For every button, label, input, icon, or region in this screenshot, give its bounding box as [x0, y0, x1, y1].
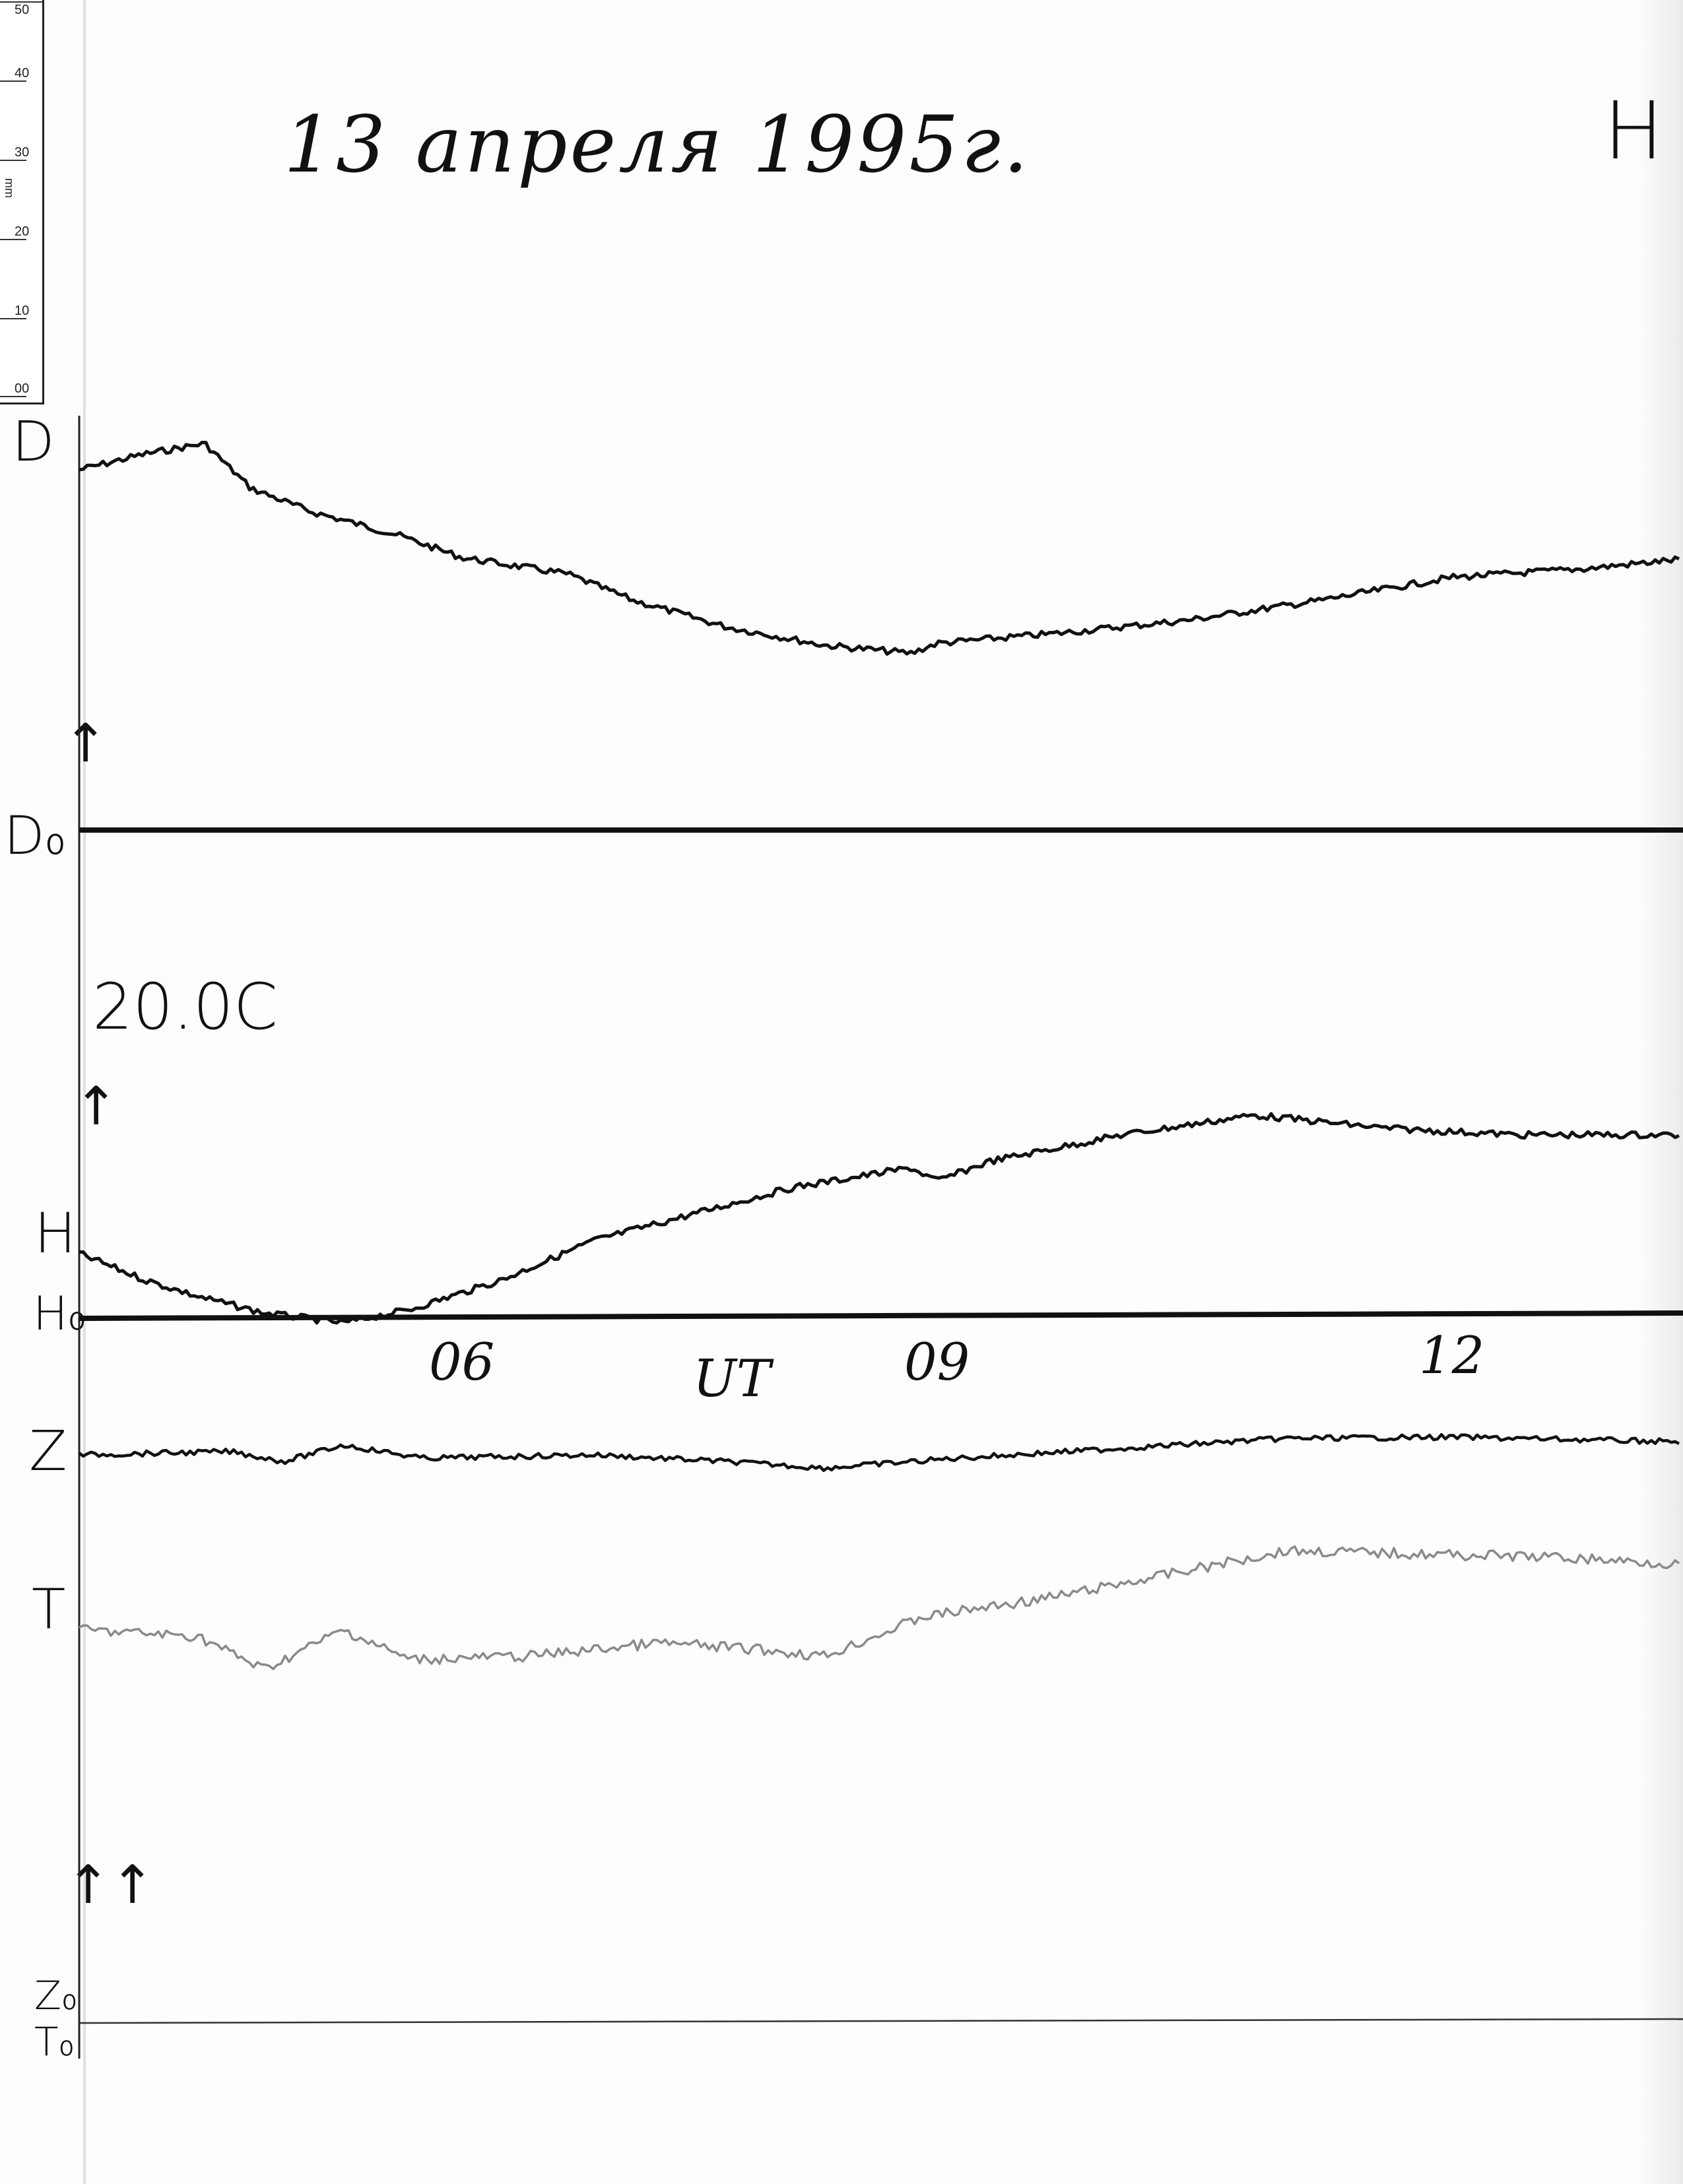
ruler-label-50: 50: [15, 3, 30, 17]
ruler-label-40: 40: [15, 66, 30, 80]
time-tick-06: 06: [429, 1333, 495, 1392]
d-up-arrow-icon: ↑: [63, 713, 108, 774]
ut-axis-label: UT: [693, 1349, 771, 1409]
z-trace-label: Z: [29, 1419, 67, 1483]
t-trace-label: T: [32, 1577, 66, 1642]
ruler-label-10: 10: [15, 304, 30, 318]
paper-edge-shadow: [1637, 0, 1683, 2184]
ruler-label-30: 30: [15, 145, 30, 160]
paper-fold: [83, 0, 86, 2184]
mm-ruler: 50 40 30 20 10 00 mm: [0, 0, 44, 404]
zt-double-up-arrow-icon: ↑↑: [66, 1854, 155, 1915]
d-trace: [79, 441, 1680, 656]
t-trace: [79, 1545, 1680, 1671]
temperature-label: 20.0C: [92, 970, 278, 1044]
z0-baseline-label: Z₀: [34, 1973, 78, 2019]
z-trace: [78, 1432, 1680, 1472]
h0-baseline: [79, 1310, 1683, 1321]
record-date-title: 13 апреля 1995г.: [284, 99, 1031, 190]
time-tick-09: 09: [904, 1333, 970, 1392]
component-corner-label: H: [1604, 86, 1664, 177]
h-trace: [79, 1112, 1680, 1325]
t0-baseline-label: T₀: [34, 2019, 75, 2065]
zt0-baseline: [79, 2018, 1683, 2024]
ruler-label-00: 00: [15, 381, 30, 396]
h-up-arrow-icon: ↑: [74, 1076, 119, 1137]
d0-baseline-label: D₀: [4, 805, 66, 866]
h-trace-label: H: [34, 1201, 77, 1266]
ruler-label-20: 20: [15, 224, 30, 239]
d-trace-label: D: [12, 409, 55, 474]
h0-baseline-label: H₀: [33, 1287, 86, 1341]
time-tick-12: 12: [1419, 1326, 1485, 1386]
